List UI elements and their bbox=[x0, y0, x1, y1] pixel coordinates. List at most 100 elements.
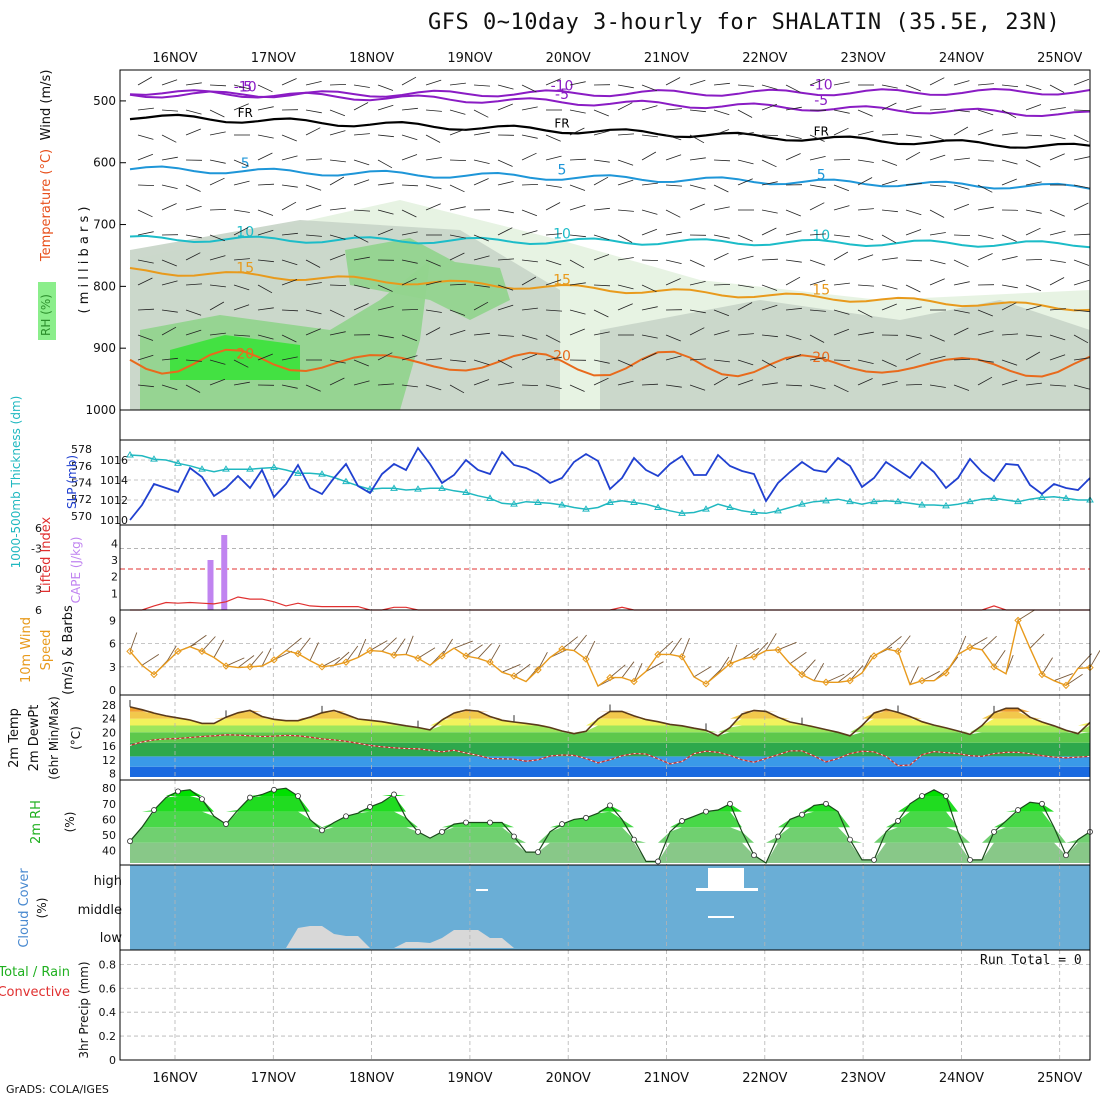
date-label-bottom: 21NOV bbox=[644, 1071, 689, 1086]
wind-barb bbox=[786, 135, 802, 139]
li-axis-label: Lifted Index bbox=[39, 516, 54, 593]
wind-barb bbox=[858, 235, 873, 240]
wind-barb bbox=[810, 185, 826, 188]
temp-band bbox=[130, 767, 1090, 777]
wind-barb bbox=[210, 209, 226, 210]
wind-barb-10m bbox=[1018, 610, 1035, 621]
isotherm-label: -5 bbox=[238, 79, 252, 95]
wind-barb bbox=[906, 260, 922, 261]
wind-barb bbox=[546, 135, 561, 141]
wind-barb-10m bbox=[994, 650, 1005, 667]
date-label-bottom: 24NOV bbox=[939, 1071, 984, 1086]
rh-band bbox=[130, 812, 1090, 828]
rh-marker bbox=[176, 789, 181, 794]
date-label-bottom: 25NOV bbox=[1037, 1071, 1082, 1086]
wind-barb bbox=[426, 135, 440, 143]
wind-barb-10m bbox=[1030, 634, 1044, 648]
wind-barb bbox=[954, 158, 970, 160]
wind-barb bbox=[138, 108, 154, 110]
rh-marker bbox=[152, 808, 157, 813]
wind-barb bbox=[306, 185, 321, 190]
thickness-axis-label: 1000-500mb Thickness (dm) bbox=[9, 396, 23, 569]
wind-barb-10m bbox=[442, 639, 453, 656]
wind-barb bbox=[378, 85, 393, 91]
date-label-bottom: 22NOV bbox=[742, 1071, 787, 1086]
wind-barb bbox=[594, 177, 608, 185]
wind-barb bbox=[1074, 260, 1089, 266]
pressure-unit-label: ( m i l l i b a r s ) bbox=[77, 207, 92, 314]
wind-barb bbox=[738, 256, 754, 260]
wind-barb bbox=[450, 83, 466, 85]
cape-tick-label: 4 bbox=[111, 537, 118, 550]
wind-barb bbox=[906, 285, 920, 292]
rh-marker bbox=[992, 829, 997, 834]
temp-tick-label: 24 bbox=[102, 713, 116, 726]
wind-barb bbox=[474, 85, 490, 86]
wind-barb-10m bbox=[970, 638, 987, 648]
thickness-tick-label: 570 bbox=[71, 510, 92, 523]
wind-barb-10m bbox=[298, 638, 310, 654]
wind-barb bbox=[210, 132, 226, 135]
wind-barb bbox=[618, 103, 632, 110]
wind-barb bbox=[1026, 85, 1041, 90]
wind-barb bbox=[522, 184, 538, 185]
wind-barb bbox=[162, 204, 177, 211]
isotherm-label: 20 bbox=[236, 346, 254, 362]
cape-bar bbox=[221, 535, 227, 610]
wind-barb bbox=[978, 207, 994, 210]
wind-barb bbox=[930, 279, 945, 285]
wind-barb bbox=[834, 252, 848, 260]
cape-tick-label: 2 bbox=[111, 571, 118, 584]
rh-marker bbox=[416, 829, 421, 834]
wind-barb-10m bbox=[214, 640, 224, 658]
wind-barb bbox=[930, 233, 946, 236]
wind-barb bbox=[906, 152, 920, 160]
rh-marker bbox=[296, 794, 301, 799]
rh-marker bbox=[968, 857, 973, 862]
wind-barb bbox=[330, 131, 345, 135]
isotherm-line bbox=[130, 167, 1090, 189]
wind-barb-10m bbox=[562, 637, 578, 649]
wind-barb-10m bbox=[658, 641, 673, 654]
wind-barb bbox=[546, 203, 560, 211]
wind-barb bbox=[1050, 135, 1066, 139]
rh-marker bbox=[584, 815, 589, 820]
wind-barb bbox=[258, 85, 273, 92]
wind-barb bbox=[882, 210, 898, 212]
wind-barb bbox=[138, 210, 153, 217]
wind-barb bbox=[306, 81, 322, 85]
wind-barb bbox=[954, 282, 970, 285]
wind-barb bbox=[258, 135, 274, 138]
wind-barb-10m bbox=[622, 662, 634, 678]
rh-tick-label: 50 bbox=[102, 829, 116, 842]
wind-barb-10m bbox=[478, 644, 492, 659]
wind-barb bbox=[1074, 280, 1089, 285]
wind10m-axis-label: (m/s) & Barbs bbox=[61, 605, 76, 695]
cloud-background bbox=[130, 865, 1090, 950]
wind-barb bbox=[882, 160, 897, 166]
wind-barb bbox=[594, 160, 610, 162]
wind-barb bbox=[810, 156, 826, 160]
wind-barb-10m bbox=[250, 652, 263, 667]
date-label-top: 20NOV bbox=[546, 51, 591, 66]
rh-marker bbox=[848, 837, 853, 842]
wind-barb-10m bbox=[394, 639, 405, 656]
wind-barb bbox=[282, 202, 296, 210]
wind-barb bbox=[1074, 157, 1090, 160]
rh-marker bbox=[632, 837, 637, 842]
run-total: Run Total = 0 bbox=[980, 953, 1082, 968]
temp-band bbox=[130, 712, 1090, 719]
wind-barb bbox=[450, 110, 465, 114]
wind-barb bbox=[162, 135, 176, 142]
wind10m-axis-label: 10m Wind bbox=[19, 617, 34, 683]
wind-barb bbox=[1050, 210, 1065, 216]
temp-tick-label: 28 bbox=[102, 699, 116, 712]
isotherm-label: 15 bbox=[553, 273, 571, 289]
wind-barb bbox=[258, 107, 274, 110]
panel-li-cape bbox=[120, 525, 1090, 610]
rh2m-axis-label: 2m RH bbox=[29, 800, 44, 844]
rh-marker bbox=[656, 859, 661, 864]
wind-barb bbox=[594, 208, 610, 210]
wind-barb bbox=[474, 160, 490, 164]
pressure-tick-label: 600 bbox=[93, 156, 116, 170]
